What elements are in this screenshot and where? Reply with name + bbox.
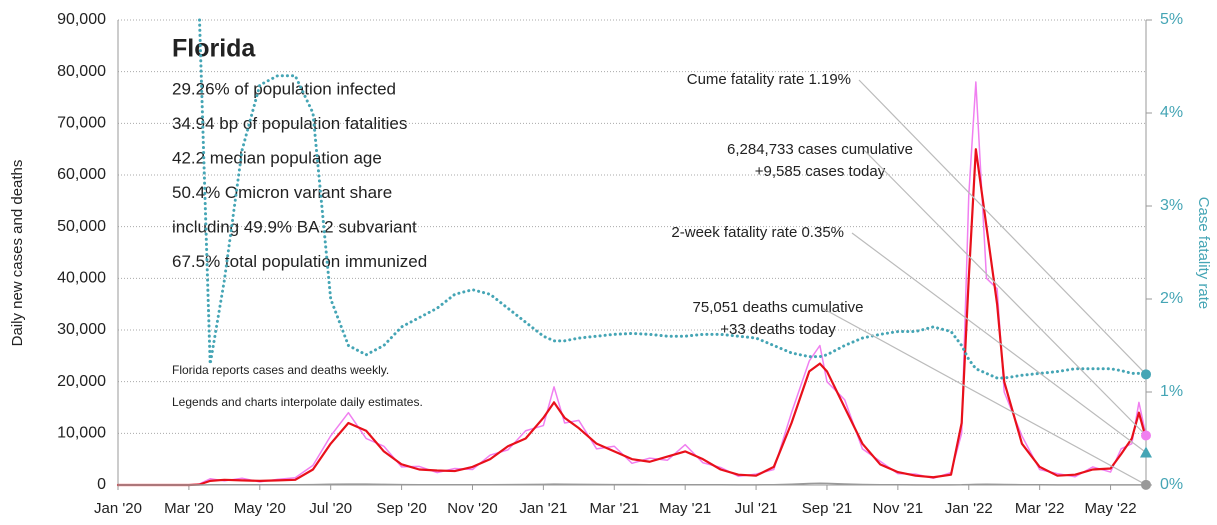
x-tick-label: Nov '20 — [447, 500, 497, 517]
note: Legends and charts interpolate daily est… — [172, 395, 423, 409]
annotation-text: +9,585 cases today — [755, 163, 886, 180]
y-tick-label: 40,000 — [57, 270, 106, 287]
y-tick-label: 80,000 — [57, 63, 106, 80]
end-marker — [1141, 369, 1151, 380]
y-tick-label: 20,000 — [57, 373, 106, 390]
y2-tick-label: 3% — [1160, 197, 1183, 214]
series-line — [116, 148, 1148, 487]
note: Florida reports cases and deaths weekly. — [172, 363, 389, 377]
annotation-text: 6,284,733 cases cumulative — [727, 141, 913, 158]
x-tick-label: Jan '22 — [945, 500, 993, 517]
y2-tick-label: 0% — [1160, 476, 1183, 493]
annotation-text: 2-week fatality rate 0.35% — [671, 224, 844, 241]
y2-tick-label: 5% — [1160, 11, 1183, 28]
info-line: 67.5% total population immunized — [172, 252, 427, 271]
x-tick-label: Sep '20 — [376, 500, 426, 517]
y-tick-label: 0 — [97, 476, 106, 493]
info-line: 50.4% Omicron variant share — [172, 183, 392, 202]
x-tick-label: Mar '20 — [164, 500, 214, 517]
x-tick-label: Jul '20 — [309, 500, 352, 517]
annotation-text: +33 deaths today — [720, 321, 836, 338]
x-tick-label: Nov '21 — [873, 500, 923, 517]
x-tick-label: Sep '21 — [802, 500, 852, 517]
y-tick-label: 70,000 — [57, 115, 106, 132]
leader-line — [863, 149, 1147, 436]
series-line — [198, 18, 1148, 380]
info-line: including 49.9% BA.2 subvariant — [172, 217, 417, 236]
x-tick-label: May '20 — [234, 500, 286, 517]
x-tick-label: May '22 — [1085, 500, 1137, 517]
y2-tick-label: 4% — [1160, 104, 1183, 121]
annotation-text: Cume fatality rate 1.19% — [687, 71, 851, 88]
annotation-text: 75,051 deaths cumulative — [693, 299, 864, 316]
y-tick-label: 60,000 — [57, 166, 106, 183]
end-marker — [1140, 446, 1152, 458]
y-tick-label: 50,000 — [57, 218, 106, 235]
y-tick-label: 30,000 — [57, 321, 106, 338]
y-axis-label: Daily new cases and deaths — [9, 160, 26, 347]
y2-tick-label: 2% — [1160, 290, 1183, 307]
chart-title: Florida — [172, 35, 256, 63]
x-tick-label: Mar '21 — [589, 500, 639, 517]
info-line: 34.94 bp of population fatalities — [172, 114, 407, 133]
end-marker — [1141, 479, 1151, 490]
x-tick-label: May '21 — [659, 500, 711, 517]
leader-line — [858, 79, 1147, 375]
leader-line — [851, 232, 1147, 453]
y2-axis-label: Case fatality rate — [1195, 197, 1212, 310]
x-tick-label: Jan '21 — [519, 500, 567, 517]
series-line — [117, 482, 1147, 486]
info-line: 42.2 median population age — [172, 148, 382, 167]
y2-tick-label: 1% — [1160, 383, 1183, 400]
y-tick-label: 10,000 — [57, 425, 106, 442]
x-tick-label: Jul '21 — [735, 500, 778, 517]
x-tick-label: Mar '22 — [1015, 500, 1065, 517]
info-line: 29.26% of population infected — [172, 79, 396, 98]
y-tick-label: 90,000 — [57, 11, 106, 28]
end-marker — [1141, 430, 1151, 441]
leader-line — [821, 307, 1147, 486]
series-line — [117, 81, 1147, 486]
x-tick-label: Jan '20 — [94, 500, 142, 517]
